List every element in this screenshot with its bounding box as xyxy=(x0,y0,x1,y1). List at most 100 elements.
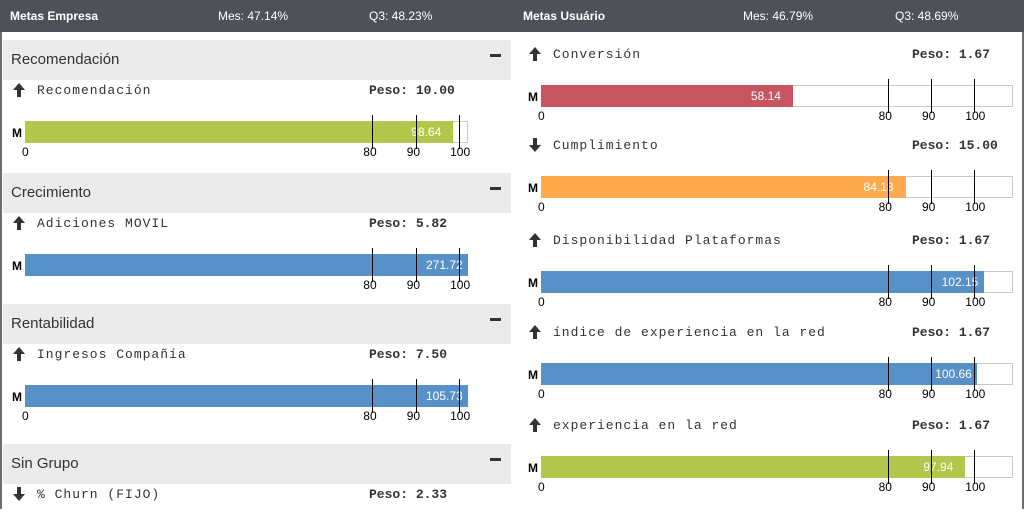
collapse-minus-icon[interactable] xyxy=(490,54,501,57)
group-header-2[interactable]: Rentabilidad xyxy=(3,304,511,344)
tick-label-0: 0 xyxy=(538,109,545,123)
bar-fill xyxy=(541,363,978,385)
bar-value-label: 98.64 xyxy=(411,125,442,139)
peso-value: 1.67 xyxy=(958,418,991,433)
tick-label-80: 80 xyxy=(363,409,377,423)
collapse-minus-icon[interactable] xyxy=(490,318,501,321)
metas-usuario-panel: Conversión Peso: 1.67 M 58.14 0 80 90 100 Cumpli… xyxy=(512,32,1024,509)
tick-mark-80 xyxy=(887,450,889,484)
tick-label-100: 100 xyxy=(965,109,986,123)
arrow-up-icon xyxy=(528,417,544,433)
tick-mark-90 xyxy=(930,450,932,484)
tick-label-100: 100 xyxy=(965,200,986,214)
metric-name: % Churn (FIJO) xyxy=(37,487,161,502)
collapse-minus-icon[interactable] xyxy=(490,187,501,190)
tick-label-0: 0 xyxy=(538,295,545,309)
arrow-down-icon xyxy=(12,486,28,502)
tick-label-90: 90 xyxy=(406,409,421,423)
metric-bar-chart: M 98.64 0 80 90 100 xyxy=(12,102,471,166)
metric-name: Cumplimiento xyxy=(553,138,659,153)
tick-mark-100 xyxy=(974,450,976,484)
group-title: Sin Grupo xyxy=(11,455,79,472)
peso-label: Peso: xyxy=(912,138,952,153)
metric-peso: Peso: 10.00 xyxy=(369,83,455,98)
arrow-up-icon xyxy=(528,324,544,340)
empresa-mes-percent: Mes: 47.14% xyxy=(218,9,289,23)
tick-mark-80 xyxy=(887,357,889,391)
tick-label-90: 90 xyxy=(921,200,936,214)
metric-peso: Peso: 5.82 xyxy=(369,216,447,231)
metric-name: Recomendación xyxy=(37,83,152,98)
tick-label-90: 90 xyxy=(921,109,936,123)
metric-peso: Peso: 15.00 xyxy=(912,138,998,153)
peso-value: 15.00 xyxy=(958,138,998,153)
metric-bar-chart: M 271.72 80 90 100 xyxy=(12,235,470,299)
tick-label-100: 100 xyxy=(965,387,986,401)
metric-row: índice de experiencia en la red Peso: 1.6… xyxy=(528,324,1018,352)
tick-mark-100 xyxy=(459,379,461,413)
arrow-up-icon xyxy=(528,232,544,248)
usuario-mes-percent: Mes: 46.79% xyxy=(743,9,814,23)
metric-row: Cumplimiento Peso: 15.00 xyxy=(528,137,1018,165)
tick-mark-90 xyxy=(930,79,932,113)
peso-value: 5.82 xyxy=(415,216,448,231)
tick-mark-100 xyxy=(974,170,976,204)
peso-label: Peso: xyxy=(369,216,409,231)
tick-mark-100 xyxy=(459,248,461,282)
tick-label-100: 100 xyxy=(965,295,986,309)
metric-bar-chart: M 102.15 0 80 90 100 xyxy=(528,252,1014,316)
tick-mark-80 xyxy=(372,248,374,282)
metric-peso: Peso: 1.67 xyxy=(912,47,990,62)
peso-value: 10.00 xyxy=(415,83,455,98)
metas-usuario-title: Metas Usuário xyxy=(523,9,606,23)
bar-value-label: 271.72 xyxy=(426,258,463,272)
metric-name: Conversión xyxy=(553,47,642,62)
peso-value: 1.67 xyxy=(958,325,991,340)
meta-m-label: M xyxy=(528,181,538,195)
meta-m-label: M xyxy=(528,368,538,382)
tick-label-80: 80 xyxy=(878,480,892,494)
bar-value-label: 58.14 xyxy=(750,89,781,103)
metric-bar-chart: M 84.13 0 80 90 100 xyxy=(528,157,1014,221)
group-header-0[interactable]: Recomendación xyxy=(3,40,511,80)
peso-label: Peso: xyxy=(369,83,409,98)
metric-peso: Peso: 1.67 xyxy=(912,233,990,248)
tick-mark-80 xyxy=(887,265,889,299)
tick-label-80: 80 xyxy=(878,200,892,214)
tick-mark-80 xyxy=(887,170,889,204)
tick-mark-80 xyxy=(887,79,889,113)
metric-bar-chart: M 58.14 0 80 90 100 xyxy=(528,66,1014,130)
tick-mark-90 xyxy=(415,379,417,413)
metric-bar-chart: M 100.66 0 80 90 100 xyxy=(528,344,1014,408)
tick-label-80: 80 xyxy=(363,278,377,292)
collapse-minus-icon[interactable] xyxy=(490,458,501,461)
peso-value: 7.50 xyxy=(415,347,448,362)
tick-label-100: 100 xyxy=(450,145,471,159)
meta-m-label: M xyxy=(528,90,538,104)
tick-mark-90 xyxy=(415,248,417,282)
tick-label-100: 100 xyxy=(450,409,471,423)
tick-mark-100 xyxy=(974,265,976,299)
arrow-up-icon xyxy=(528,46,544,62)
meta-m-label: M xyxy=(12,259,22,273)
metas-empresa-title: Metas Empresa xyxy=(10,9,99,23)
metric-name: Disponibilidad Plataformas xyxy=(553,233,782,248)
group-header-3[interactable]: Sin Grupo xyxy=(3,444,511,484)
group-header-1[interactable]: Crecimiento xyxy=(3,173,511,213)
tick-mark-100 xyxy=(974,79,976,113)
group-title: Rentabilidad xyxy=(11,315,95,332)
tick-label-100: 100 xyxy=(965,480,986,494)
tick-label-0: 0 xyxy=(538,387,545,401)
tick-label-0: 0 xyxy=(22,145,29,159)
metric-row: % Churn (FIJO) Peso: 2.33 xyxy=(12,486,502,514)
tick-label-80: 80 xyxy=(878,109,892,123)
meta-m-label: M xyxy=(528,276,538,290)
group-title: Crecimiento xyxy=(11,184,92,201)
arrow-up-icon xyxy=(12,82,28,98)
metric-row: experiencia en la red Peso: 1.67 xyxy=(528,417,1018,445)
metric-name: experiencia en la red xyxy=(553,418,738,433)
metric-bar-chart: M 97.94 0 80 90 100 xyxy=(528,437,1014,501)
tick-label-0: 0 xyxy=(538,480,545,494)
bar-value-label: 102.15 xyxy=(941,275,979,289)
usuario-q3-percent: Q3: 48.69% xyxy=(895,9,959,23)
